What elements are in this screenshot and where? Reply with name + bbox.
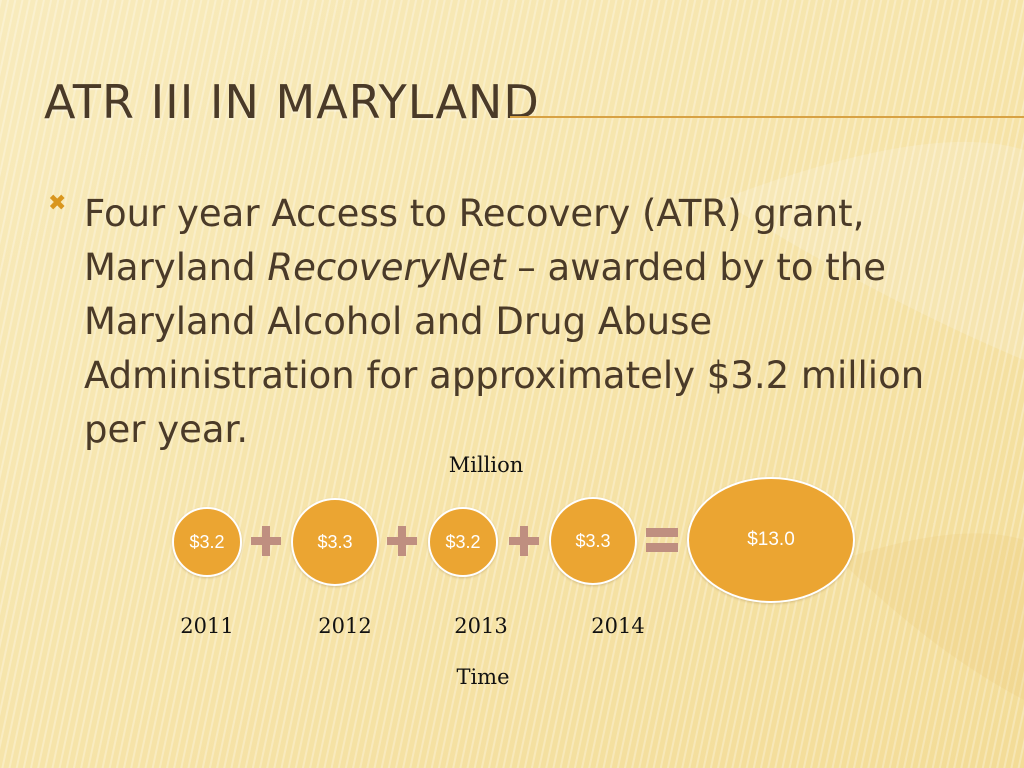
amount-circle-2011: $3.2 <box>172 507 242 577</box>
plus-icon <box>387 526 417 556</box>
unit-label-time: Time <box>456 665 510 689</box>
bullet-text-italic: RecoveryNet <box>267 246 506 289</box>
bullet-text-part-2: – awarded by to the Maryland Alcohol and… <box>84 246 925 451</box>
equals-icon <box>646 526 678 554</box>
bullet-text: Four year Access to Recovery (ATR) grant… <box>84 187 964 457</box>
year-label-2011: 2011 <box>180 614 234 638</box>
unit-label-million: Million <box>448 453 524 477</box>
plus-icon <box>509 526 539 556</box>
bullet-text-part-1: Four year Access to Recovery (ATR) grant… <box>84 192 865 289</box>
title-underline <box>510 116 1024 118</box>
plus-icon <box>251 526 281 556</box>
amount-circle-2012: $3.3 <box>291 498 379 586</box>
year-label-2014: 2014 <box>591 614 645 638</box>
amount-circle-2014: $3.3 <box>549 497 637 585</box>
slide-title: ATR III IN MARYLAND <box>44 75 540 129</box>
year-label-2012: 2012 <box>318 614 372 638</box>
total-ellipse: $13.0 <box>687 477 855 603</box>
amount-circle-2013: $3.2 <box>428 507 498 577</box>
cross-bullet-icon: ✖ <box>48 191 67 216</box>
year-label-2013: 2013 <box>454 614 508 638</box>
